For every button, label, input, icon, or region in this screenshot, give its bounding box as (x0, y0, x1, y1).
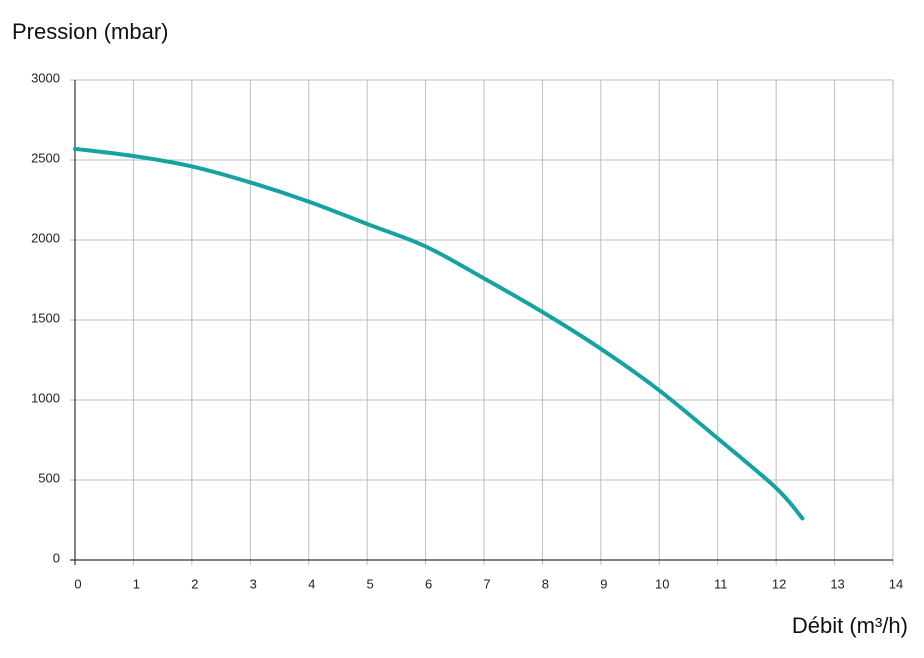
y-tick-label: 2000 (31, 230, 60, 245)
x-tick-label: 7 (483, 576, 490, 591)
x-tick-label: 11 (714, 576, 728, 591)
x-tick-label: 2 (191, 576, 198, 591)
x-tick-label: 6 (425, 576, 432, 591)
y-tick-label: 500 (38, 470, 60, 485)
x-tick-label: 14 (889, 576, 903, 591)
y-tick-label: 1500 (31, 310, 60, 325)
x-axis-label: Débit (m³/h) (792, 613, 908, 638)
x-tick-label: 1 (133, 576, 140, 591)
x-tick-label: 10 (655, 576, 669, 591)
x-tick-label: 8 (542, 576, 549, 591)
x-tick-label: 9 (600, 576, 607, 591)
x-tick-label: 5 (367, 576, 374, 591)
y-tick-label: 1000 (31, 390, 60, 405)
x-tick-label: 13 (830, 576, 844, 591)
line-series (73, 146, 805, 521)
y-tick-label: 2500 (31, 150, 60, 165)
y-tick-label: 3000 (31, 70, 60, 85)
x-tick-label: 3 (250, 576, 257, 591)
x-tick-label: 12 (772, 576, 786, 591)
y-tick-label: 0 (53, 550, 60, 565)
x-tick-label: 0 (74, 576, 81, 591)
chart-title: Pression (mbar) (12, 19, 168, 44)
x-tick-label: 4 (308, 576, 315, 591)
